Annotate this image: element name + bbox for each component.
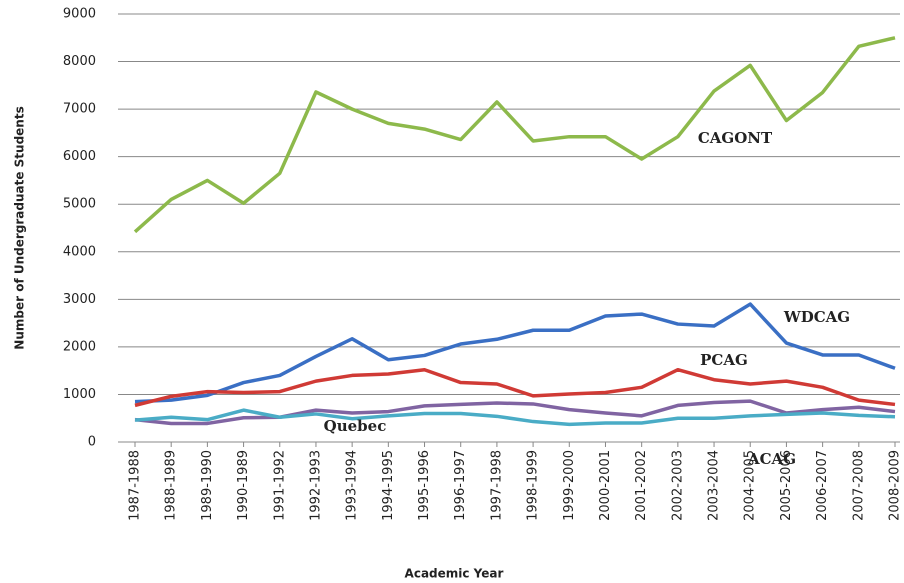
y-tick-label: 7000 — [63, 102, 96, 117]
series-label: PCAG — [700, 351, 748, 369]
x-tick-label: 1991-1992 — [272, 450, 287, 521]
series-line — [134, 367, 896, 408]
series-line — [134, 399, 896, 426]
x-tick-label: 1988-1989 — [164, 450, 179, 521]
x-tick-label: 2001-2002 — [634, 450, 649, 521]
y-tick-label: 5000 — [63, 197, 96, 212]
series-label: WDCAG — [783, 308, 850, 326]
series-label: ACAG — [747, 450, 796, 468]
x-tick-label: 2003-2004 — [707, 450, 722, 521]
y-tick-label: 1000 — [63, 387, 96, 402]
y-tick-label: 9000 — [63, 7, 96, 22]
x-tick-label: 2004-2005 — [743, 450, 758, 521]
y-tick-label: 4000 — [63, 244, 96, 259]
y-tick-label: 8000 — [63, 54, 96, 69]
x-tick-label: 2000-2001 — [598, 450, 613, 521]
x-tick-label: 1987-1988 — [128, 450, 143, 521]
x-tick-label: 1994-1995 — [381, 450, 396, 521]
x-tick-label: 1990-1989 — [236, 450, 251, 521]
x-tick-label: 1998-1999 — [526, 450, 541, 521]
x-tick-label: 2008-2009 — [888, 450, 903, 521]
series-label: Quebec — [324, 417, 387, 435]
x-tick-label: 2002-2003 — [670, 450, 685, 521]
x-tick-label: 2006-2007 — [815, 450, 830, 521]
y-tick-label: 3000 — [63, 292, 96, 307]
x-tick-label: 1999-2000 — [562, 450, 577, 521]
x-axis-title: Academic Year — [405, 567, 504, 581]
x-tick-label: 1996-1997 — [453, 450, 468, 521]
y-tick-label: 6000 — [63, 149, 96, 164]
y-axis-title: Number of Undergraduate Students — [13, 106, 27, 349]
x-tick-label: 1989-1990 — [200, 450, 215, 521]
x-tick-label: 2007-2008 — [851, 450, 866, 521]
x-tick-label: 1995-1996 — [417, 450, 432, 521]
x-tick-label: 1993-1994 — [345, 450, 360, 521]
x-tick-label: 2005-2006 — [779, 450, 794, 521]
series-line — [133, 36, 896, 234]
x-tick-label: 1997-1998 — [489, 450, 504, 521]
series-label: CAGONT — [698, 129, 773, 147]
x-tick-label: 1992-1993 — [308, 450, 323, 521]
y-tick-label: 2000 — [63, 339, 96, 354]
series-line — [134, 302, 896, 404]
series-line — [134, 408, 896, 427]
y-tick-label: 0 — [88, 435, 96, 450]
